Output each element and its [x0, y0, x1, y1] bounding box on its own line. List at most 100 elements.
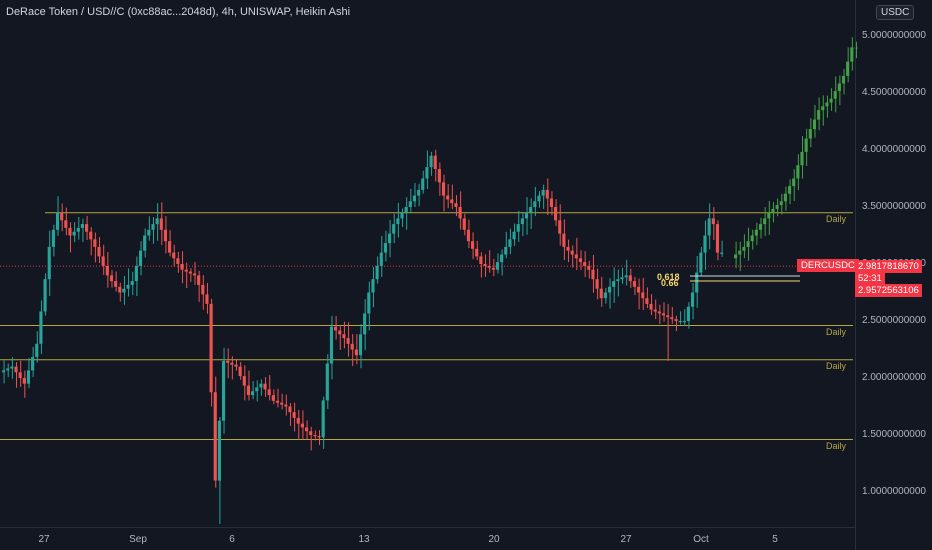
candle-body	[317, 436, 321, 438]
candle-body	[68, 227, 72, 236]
candle-body	[238, 366, 242, 377]
candle-body	[690, 292, 695, 307]
candle-body	[130, 281, 134, 285]
candle-body	[558, 220, 562, 234]
candle-body	[441, 182, 446, 196]
candle-body	[412, 195, 417, 202]
candle-body	[545, 189, 549, 199]
candle-body	[715, 224, 720, 253]
price-tick-label: 4.0000000000	[862, 144, 926, 155]
projection-bar	[833, 91, 837, 99]
candle-body	[6, 368, 10, 371]
candle-body	[213, 392, 217, 481]
price-tick-label: 2.0000000000	[862, 372, 926, 383]
time-tick-label: Oct	[693, 534, 709, 545]
time-axis-separator	[0, 527, 855, 528]
candle-body	[89, 231, 93, 240]
candle-body	[686, 306, 690, 321]
projection-bar	[825, 102, 829, 107]
projection-bar	[812, 119, 817, 130]
candle-body	[363, 313, 367, 335]
projection-bar	[792, 178, 796, 187]
candle-body	[379, 252, 383, 266]
projection-bar	[829, 98, 833, 103]
candle-body	[425, 167, 429, 179]
countdown-tag: 52:31	[855, 272, 885, 285]
candle-body	[85, 224, 89, 232]
price-tick-label: 1.5000000000	[862, 429, 926, 440]
candle-body	[516, 224, 520, 232]
projection-bar	[754, 229, 758, 236]
candle-body	[300, 423, 304, 428]
candle-body	[653, 309, 657, 312]
candle-body	[475, 248, 479, 257]
candle-body	[599, 288, 603, 299]
candle-body	[197, 275, 201, 285]
candle-body	[703, 235, 707, 253]
candle-body	[2, 370, 6, 373]
candle-body	[338, 330, 342, 335]
candle-body	[500, 254, 504, 263]
candle-body	[292, 412, 296, 418]
candle-body	[168, 241, 172, 253]
candle-body	[313, 435, 317, 437]
candle-body	[172, 252, 176, 259]
fib-label-66: 0.66	[661, 278, 679, 288]
projection-bar	[804, 138, 808, 152]
projection-bar	[787, 186, 792, 194]
candle-body	[446, 195, 450, 200]
candle-body	[554, 207, 558, 221]
level-label: Daily	[826, 213, 847, 224]
candle-body	[520, 218, 524, 225]
candle-body	[450, 199, 454, 204]
candle-body	[574, 254, 578, 259]
candle-body	[641, 292, 645, 299]
candle-body	[657, 311, 661, 314]
candle-body	[437, 169, 441, 183]
projection-bar	[742, 246, 746, 251]
candle-body	[367, 292, 371, 314]
candle-body	[699, 252, 703, 273]
projection-bar	[808, 129, 812, 139]
candle-body	[350, 343, 354, 350]
candle-body	[607, 286, 612, 293]
projection-bar	[767, 212, 771, 219]
candle-body	[462, 218, 466, 230]
candle-body	[400, 212, 404, 219]
candle-body	[280, 402, 284, 405]
candle-body	[151, 224, 155, 230]
candle-body	[192, 273, 197, 276]
projection-bar	[821, 106, 825, 111]
time-tick-label: 5	[772, 534, 778, 545]
candle-body	[392, 224, 396, 234]
projection-bar	[775, 205, 779, 209]
projection-bar	[796, 165, 800, 179]
currency-button[interactable]: USDC	[876, 5, 915, 20]
candle-body	[188, 271, 192, 274]
candle-body	[603, 292, 607, 299]
fib-label-618: 0.618	[657, 272, 680, 282]
candle-body	[138, 250, 143, 266]
candle-body	[578, 258, 583, 263]
candle-body	[570, 250, 574, 255]
candle-body	[479, 256, 483, 264]
candle-body	[184, 269, 188, 272]
candle-body	[26, 370, 31, 384]
candle-body	[47, 246, 51, 280]
candle-body	[201, 284, 205, 295]
candle-body	[346, 338, 350, 344]
candle-body	[616, 279, 620, 282]
projection-bar	[800, 151, 804, 166]
candle-body	[649, 303, 653, 310]
candle-body	[661, 313, 666, 316]
candle-body	[10, 366, 14, 369]
symbol-price-tag: DERCUSDC	[797, 259, 859, 272]
candle-body	[176, 258, 180, 264]
candle-body	[226, 360, 230, 363]
projection-bar	[841, 75, 846, 84]
candle-body	[39, 311, 43, 344]
candle-body	[495, 262, 500, 270]
candle-body	[524, 212, 529, 219]
